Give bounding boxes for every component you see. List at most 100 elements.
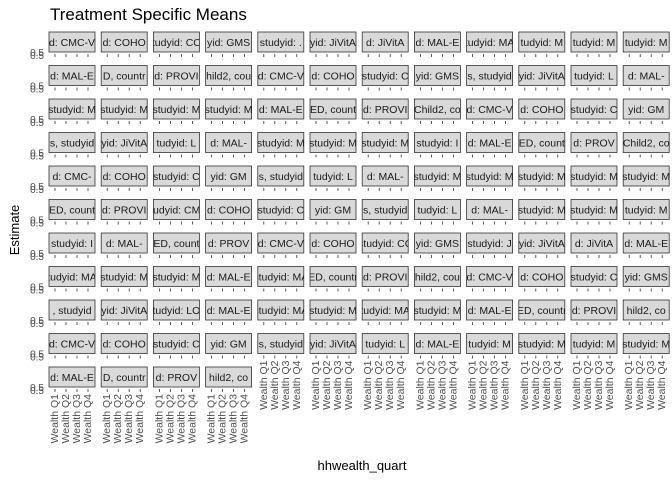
- y-tick-label: 0.5: [30, 82, 44, 93]
- facet-strip-label: studyid: C: [153, 339, 200, 351]
- facet-strip: [570, 98, 618, 120]
- facet-strip-label: d: COHO: [103, 339, 146, 351]
- x-tick-label: Wealth Q1: [49, 394, 61, 444]
- facet-strip: [309, 266, 357, 287]
- facet-strip: [413, 299, 461, 321]
- facet-strip: [152, 333, 200, 354]
- x-tick-label: Wealth Q1: [519, 360, 531, 410]
- y-tick-label: 0.5: [30, 149, 44, 160]
- y-tick-label: 0.5: [30, 252, 44, 263]
- facet-strip: [361, 232, 409, 254]
- x-tick-label: Wealth Q3: [123, 394, 135, 444]
- y-tick-label: 0.5: [30, 386, 44, 397]
- facet-strip: [257, 98, 305, 120]
- facet-strip: [48, 65, 96, 86]
- facet-strip-label: d: JiVitA: [575, 238, 613, 250]
- facet-strip: [570, 299, 618, 321]
- facet-strip-label: s, studyid: [259, 171, 304, 183]
- facet-strip-label: d: CMC-: [52, 171, 92, 183]
- facet-strip-label: , studyid: [52, 305, 91, 317]
- facet-strip: [622, 333, 670, 354]
- x-tick-label: Wealth Q4: [500, 360, 512, 410]
- facet-strip-label: studyid: C: [571, 272, 618, 284]
- facet-strip-label: d: PROV: [156, 372, 197, 384]
- facet-strip: [100, 132, 148, 153]
- y-tick-label: 0.5: [30, 185, 44, 196]
- facet-strip: [152, 165, 200, 187]
- facet-strip: [466, 65, 514, 86]
- facet-strip-label: yid: GM: [211, 339, 247, 351]
- facet-strip: [100, 65, 148, 86]
- facet-strip: [309, 31, 357, 53]
- facet-strip: [48, 199, 96, 220]
- facet-strip: [466, 266, 514, 287]
- facet-strip-label: studyid: M: [518, 171, 566, 183]
- facet-strip: [466, 165, 514, 187]
- facet-strip: [309, 132, 357, 153]
- facet-strip: [413, 199, 461, 220]
- facet-strip: [361, 333, 409, 354]
- facet-strip-label: d: PROVI: [102, 205, 146, 217]
- facet-strip: [100, 31, 148, 53]
- x-tick-label: Wealth Q4: [343, 360, 355, 410]
- facet-strip-label: studyid: CMC: [145, 205, 208, 217]
- facet-strip: [622, 299, 670, 321]
- x-tick-label: Wealth Q1: [623, 360, 635, 410]
- facet-strip-label: tudyid: L: [574, 71, 614, 83]
- facet-strip: [570, 165, 618, 187]
- x-tick-label: Wealth Q4: [186, 394, 198, 444]
- facet-strip: [622, 31, 670, 53]
- facet-strip-label: tudyid: CC: [152, 37, 201, 49]
- facet-strip: [361, 65, 409, 86]
- x-tick-label: Wealth Q3: [228, 394, 240, 444]
- facet-strip-label: d: PROVI: [572, 305, 616, 317]
- facet-strip: [48, 165, 96, 187]
- facet-strip-label: d: PROV: [573, 138, 614, 150]
- facet-strip: [622, 232, 670, 254]
- facet-strip: [622, 65, 670, 86]
- y-tick-label: 0.5: [30, 51, 44, 62]
- y-tick-label: 0.5: [30, 48, 44, 59]
- facet-strip-label: D, countr: [103, 372, 146, 384]
- facet-strip-label: d: MAL-: [106, 238, 143, 250]
- x-tick-label: Wealth Q2: [373, 360, 385, 410]
- facet-strip: [100, 266, 148, 287]
- facet-strip: [152, 31, 200, 53]
- facet-strip: [100, 98, 148, 120]
- facet-strip: [361, 132, 409, 153]
- facet-strip-label: d: MAL-E: [468, 138, 512, 150]
- facet-strip-label: studyid: M: [309, 138, 357, 150]
- facet-strip: [570, 31, 618, 53]
- facet-strip-label: s, studyid: [363, 205, 408, 217]
- x-tick-label: Wealth Q2: [582, 360, 594, 410]
- facet-strip: [205, 333, 253, 354]
- facet-strip-label: d: MAL-: [471, 205, 508, 217]
- facet-strip: [152, 199, 200, 220]
- facet-strip-label: ED, countr: [308, 272, 358, 284]
- facet-strip: [205, 366, 253, 388]
- facet-strip-label: hild2, cou: [206, 71, 251, 83]
- facet-strip-label: studyid: M: [361, 138, 409, 150]
- facet-strip-label: studyid: M: [257, 138, 305, 150]
- facet-strip-label: d: MAL-: [210, 138, 247, 150]
- facet-strip: [309, 65, 357, 86]
- facet-strip-label: d: MAL-E: [50, 372, 94, 384]
- facet-strip-label: d: COHO: [311, 238, 354, 250]
- facet-strip: [205, 132, 253, 153]
- y-tick-label: 0.5: [30, 249, 44, 260]
- x-tick-label: Wealth Q1: [467, 360, 479, 410]
- facet-strip: [466, 199, 514, 220]
- facet-strip-label: yid: JiVitA: [310, 37, 356, 49]
- facet-strip: [152, 366, 200, 388]
- facet-strip: [152, 98, 200, 120]
- facet-strip: [48, 266, 96, 287]
- facet-strip: [622, 199, 670, 220]
- facet-strip-label: studyid: M: [622, 339, 670, 351]
- facet-strip: [100, 165, 148, 187]
- y-tick-label: 0.5: [30, 353, 44, 364]
- y-tick-label: 0.5: [30, 182, 44, 193]
- x-tick-label: Wealth Q3: [489, 360, 501, 410]
- facet-strip-label: tudyid: M: [573, 339, 616, 351]
- facet-strip-label: studyid: M: [570, 205, 618, 217]
- facet-strip: [570, 333, 618, 354]
